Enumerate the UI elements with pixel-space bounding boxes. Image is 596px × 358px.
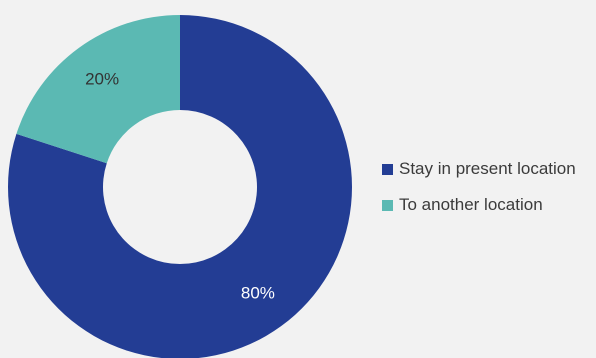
legend-label-another: To another location xyxy=(399,195,543,214)
legend-swatch-stay xyxy=(382,163,393,175)
slice-stay xyxy=(7,15,352,358)
slice-label-stay: 80% xyxy=(241,284,275,303)
legend-item-another: To another location xyxy=(382,194,576,216)
chart-legend: Stay in present location To another loca… xyxy=(382,158,576,230)
legend-label-stay: Stay in present location xyxy=(399,159,576,178)
legend-swatch-another xyxy=(382,199,393,211)
slice-label-another: 20% xyxy=(85,69,119,88)
legend-item-stay: Stay in present location xyxy=(382,158,576,180)
slice-another xyxy=(16,15,181,164)
